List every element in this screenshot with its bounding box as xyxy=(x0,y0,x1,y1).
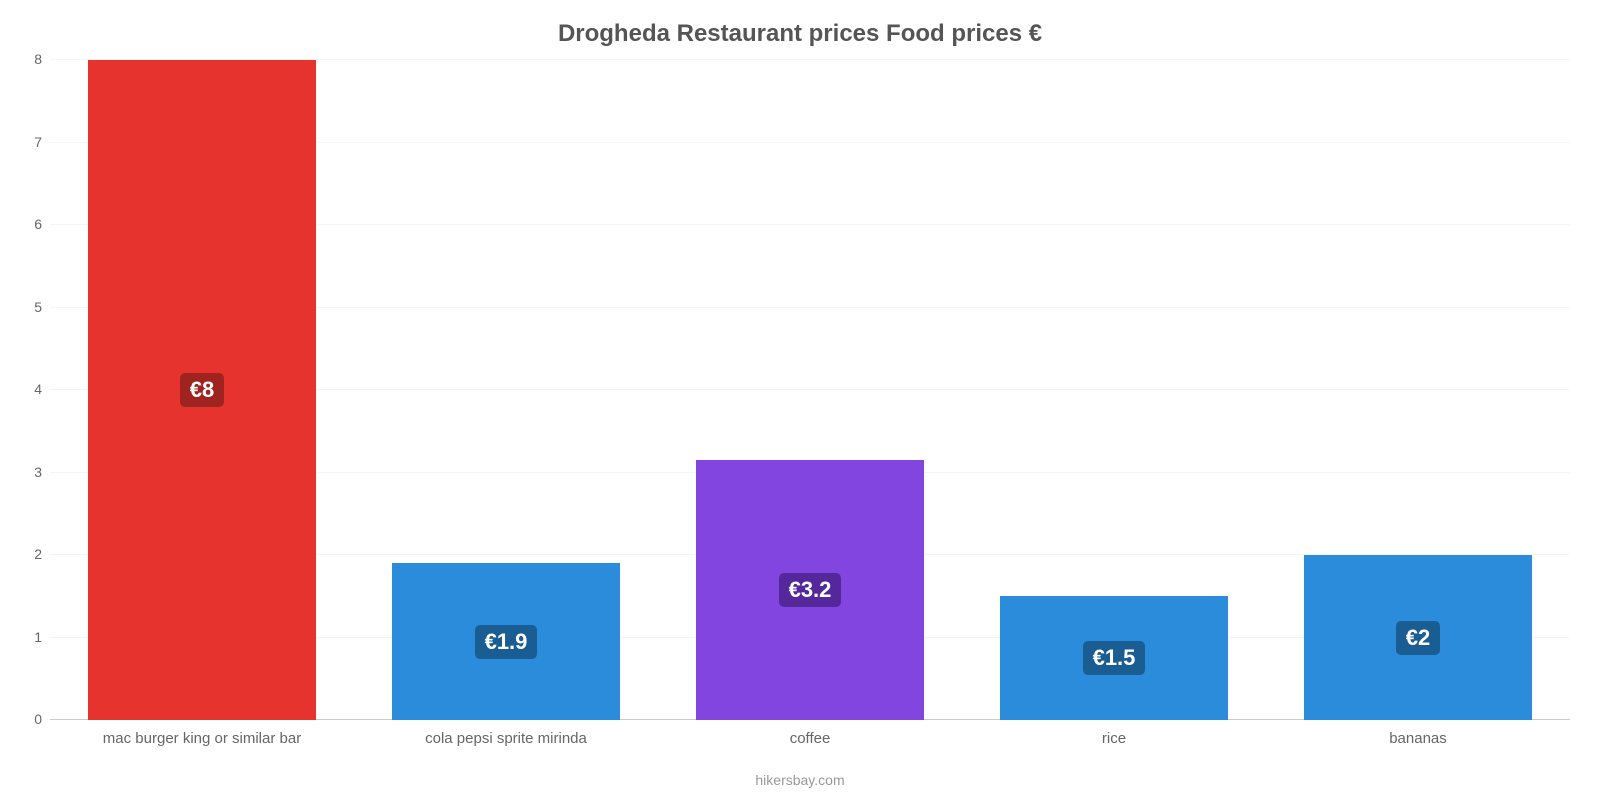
bar: €1.9 xyxy=(392,563,620,720)
bars-row: €8 €1.9 €3.2 €1.5 €2 xyxy=(50,60,1570,720)
x-axis-label: bananas xyxy=(1266,730,1570,760)
y-tick-label: 5 xyxy=(34,299,50,315)
y-tick-label: 3 xyxy=(34,464,50,480)
x-axis-label: mac burger king or similar bar xyxy=(50,730,354,760)
bar: €1.5 xyxy=(1000,596,1228,720)
x-axis-label: coffee xyxy=(658,730,962,760)
bar-slot: €1.5 xyxy=(962,60,1266,720)
bar-value-badge: €8 xyxy=(180,373,224,407)
bar-value-badge: €3.2 xyxy=(779,573,842,607)
y-tick-label: 8 xyxy=(34,51,50,67)
y-tick-label: 6 xyxy=(34,216,50,232)
x-axis-label: cola pepsi sprite mirinda xyxy=(354,730,658,760)
y-tick-label: 1 xyxy=(34,629,50,645)
bar-slot: €2 xyxy=(1266,60,1570,720)
plot-area: 012345678 €8€1.9€3.2€1.5€2 xyxy=(50,60,1570,720)
y-tick-label: 0 xyxy=(34,711,50,727)
x-axis-label: rice xyxy=(962,730,1266,760)
chart-container: Drogheda Restaurant prices Food prices €… xyxy=(0,0,1600,800)
bar: €2 xyxy=(1304,555,1532,720)
bar: €3.2 xyxy=(696,460,924,720)
chart-credit: hikersbay.com xyxy=(0,772,1600,788)
x-axis-labels: mac burger king or similar barcola pepsi… xyxy=(50,730,1570,760)
bar-slot: €3.2 xyxy=(658,60,962,720)
bar-value-badge: €1.5 xyxy=(1083,641,1146,675)
y-tick-label: 4 xyxy=(34,381,50,397)
bar-slot: €8 xyxy=(50,60,354,720)
bar: €8 xyxy=(88,60,316,720)
bar-slot: €1.9 xyxy=(354,60,658,720)
bar-value-badge: €1.9 xyxy=(475,625,538,659)
bar-value-badge: €2 xyxy=(1396,621,1440,655)
chart-title: Drogheda Restaurant prices Food prices € xyxy=(0,20,1600,48)
y-tick-label: 2 xyxy=(34,546,50,562)
y-tick-label: 7 xyxy=(34,134,50,150)
